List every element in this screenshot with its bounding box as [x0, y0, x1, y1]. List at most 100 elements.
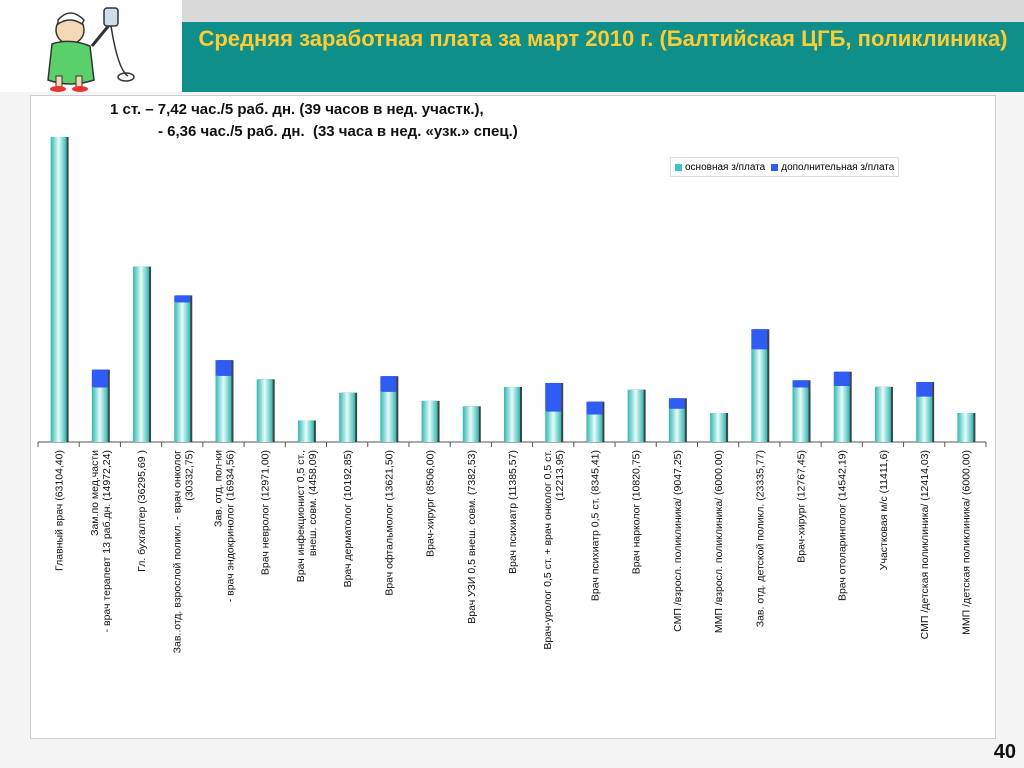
- category-label-line: Врач-уролог 0,5 ст. + врач онколог 0,5 с…: [542, 450, 554, 650]
- bar-extra-1: [91, 369, 108, 388]
- category-label-9: Врач-хирург (8506,00): [425, 450, 437, 557]
- category-label-1: Зам.по мед.части - врач терапевт 13 раб.д…: [89, 450, 113, 633]
- category-label-line: Врач офтальмолог (13621,50): [383, 450, 395, 596]
- category-label-20: Участковая м/с (11411,6): [878, 450, 890, 570]
- page-number: 40: [993, 741, 1016, 763]
- category-label-6: Врач инфекционист 0,5 ст., внеш. совм. (4…: [295, 450, 319, 582]
- category-label-line: Врач дерматолог (10192,85): [342, 450, 354, 587]
- category-label-line: Главный врач (63104,40): [54, 450, 66, 571]
- chart-legend: основная з/плата дополнительная з/плата: [670, 157, 900, 177]
- category-label-0: Главный врач (63104,40): [54, 450, 66, 571]
- category-label-line: Зам.по мед.части: [89, 450, 101, 536]
- category-label-21: СМП /детская поликлиника/ (12414,03): [919, 450, 931, 639]
- category-label-line: внеш. совм. (4458,09): [307, 450, 319, 556]
- bar-base-11: [504, 386, 520, 442]
- bar-base-9: [421, 400, 438, 442]
- bar-extra-18: [792, 380, 809, 388]
- bar-base-15: [668, 408, 685, 442]
- bar-extra-19: [833, 371, 850, 386]
- category-label-line: СМП /взросл. поликлиника/ (9047,25): [672, 450, 684, 632]
- category-label-line: СМП /детская поликлиника/ (12414,03): [919, 450, 931, 639]
- category-label-line: (30332,75): [183, 450, 195, 501]
- category-label-10: Врач УЗИ 0,5 внеш. совм. (7382,53): [466, 450, 478, 624]
- bar-base-17: [751, 349, 768, 442]
- nurse-illustration: [47, 7, 135, 92]
- bar-base-18: [792, 387, 809, 442]
- category-label-line: Врач невролог (12971,00): [260, 450, 272, 575]
- category-label-line: Участковая м/с (11411,6): [878, 450, 890, 570]
- bar-base-4: [215, 375, 232, 442]
- slide-title: Средняя заработная плата за март 2010 г.…: [198, 26, 1008, 51]
- bar-extra-17: [751, 329, 768, 350]
- bar-base-21: [916, 396, 933, 442]
- bar-extra-13: [586, 401, 603, 415]
- category-label-22: ММП /детская поликлиника/ (6000,00): [960, 450, 972, 635]
- bar-extra-3: [174, 295, 191, 303]
- bar-base-20: [874, 386, 891, 442]
- category-label-line: Врач инфекционист 0,5 ст.,: [295, 450, 307, 582]
- bar-extra-12: [545, 382, 562, 412]
- bar-base-12: [545, 411, 562, 442]
- category-label-line: (12213,95): [554, 450, 566, 501]
- category-label-line: - врач терапевт 13 раб.дн. (14972,24): [101, 450, 113, 632]
- category-label-12: Врач-уролог 0,5 ст. + врач онколог 0,5 с…: [542, 450, 566, 650]
- bar-base-0: [50, 137, 67, 442]
- bar-base-14: [627, 389, 644, 442]
- category-label-14: Врач нарколог (10820,75): [631, 450, 643, 574]
- category-label-11: Врач психиатр (11385,57): [507, 450, 519, 574]
- category-label-line: Врач нарколог (10820,75): [631, 450, 643, 574]
- legend-label-base: основная з/плата: [685, 161, 766, 173]
- category-label-line: Зав..отд. взрослой поликл. - врач онколо…: [171, 450, 183, 654]
- bar-extra-15: [668, 398, 685, 409]
- category-label-line: Врач УЗИ 0,5 внеш. совм. (7382,53): [466, 450, 478, 624]
- category-label-line: ММП /взросл. поликлиника/ (6000,00): [713, 450, 725, 633]
- category-label-7: Врач дерматолог (10192,85): [342, 450, 354, 587]
- legend-item-extra: дополнительная з/плата: [771, 162, 894, 173]
- bar-base-5: [256, 379, 273, 442]
- category-label-15: СМП /взросл. поликлиника/ (9047,25): [672, 450, 684, 632]
- bar-base-13: [586, 414, 603, 442]
- category-label-19: Врач отоларинголог (14542,19): [837, 450, 849, 601]
- logo-area: [0, 0, 182, 92]
- legend-swatch-base: [675, 163, 682, 171]
- category-label-3: Зав..отд. взрослой поликл. - врач онколо…: [171, 450, 195, 654]
- bar-base-2: [133, 266, 150, 442]
- bar-base-22: [957, 413, 974, 442]
- category-label-line: Врач психиатр (11385,57): [507, 450, 519, 574]
- category-label-2: Гл. бухгалтер (36295,69 ): [136, 450, 148, 572]
- category-label-8: Врач офтальмолог (13621,50): [383, 450, 395, 596]
- category-label-line: - врач эндокринолог (16934,56): [224, 450, 236, 602]
- bar-base-6: [297, 420, 314, 442]
- category-label-line: ММП /детская поликлиника/ (6000,00): [960, 450, 972, 635]
- bar-extra-8: [380, 376, 397, 392]
- bar-base-3: [174, 302, 191, 442]
- category-label-line: Врач-хирург (8506,00): [425, 450, 437, 557]
- bar-base-19: [833, 385, 850, 442]
- bar-base-1: [91, 387, 108, 442]
- legend-item-base: основная з/плата: [675, 162, 765, 173]
- bar-base-10: [462, 406, 479, 442]
- title-band: [182, 22, 1024, 92]
- chart-subtitle-line-1: 1 ст. – 7,42 час./5 раб. дн. (39 часов в…: [110, 101, 484, 118]
- category-label-16: ММП /взросл. поликлиника/ (6000,00): [713, 450, 725, 633]
- category-label-line: Гл. бухгалтер (36295,69 ): [136, 450, 148, 572]
- bar-base-16: [710, 413, 727, 442]
- category-label-line: Зав. отд. пол-ки: [212, 450, 224, 527]
- legend-swatch-extra: [771, 163, 779, 171]
- category-label-17: Зав. отд. детской поликл. (23335,77): [754, 450, 766, 627]
- category-label-line: Врач отоларинголог (14542,19): [837, 450, 849, 601]
- category-label-5: Врач невролог (12971,00): [260, 450, 272, 575]
- bar-base-7: [339, 392, 356, 442]
- legend-label-extra: дополнительная з/плата: [781, 161, 895, 173]
- chart-subtitle-line-2: - 6,36 час./5 раб. дн. (33 часа в нед. «…: [158, 123, 518, 140]
- category-label-18: Врач-хирург (12767,45): [796, 450, 808, 563]
- category-label-13: Врач психиатр 0,5 ст. (8345,41): [589, 450, 601, 601]
- category-label-line: Зав. отд. детской поликл. (23335,77): [754, 450, 766, 627]
- category-label-4: Зав. отд. пол-ки - врач эндокринолог (169…: [212, 450, 236, 602]
- category-label-line: Врач-хирург (12767,45): [796, 450, 808, 563]
- bar-extra-4: [215, 360, 232, 376]
- category-label-line: Врач психиатр 0,5 ст. (8345,41): [589, 450, 601, 601]
- bar-extra-21: [916, 381, 933, 397]
- bar-base-8: [380, 391, 397, 442]
